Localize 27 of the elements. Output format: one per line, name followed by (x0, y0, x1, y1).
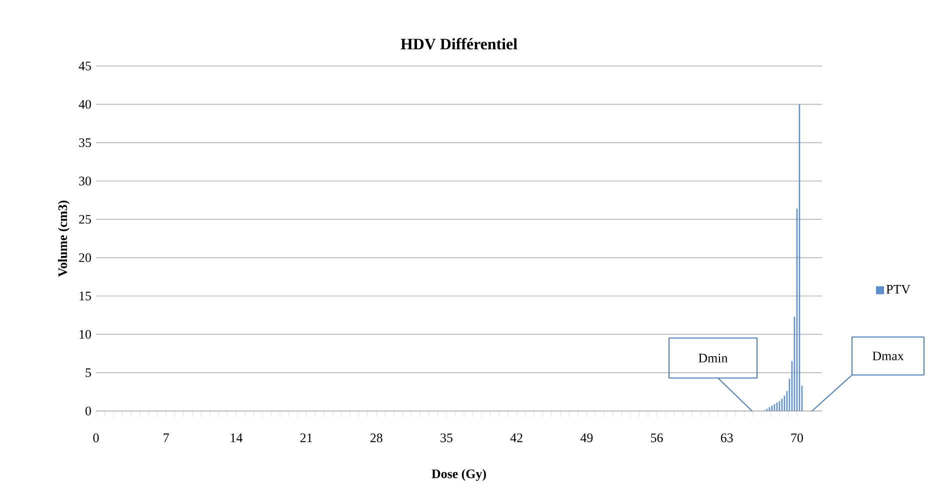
x-tick-label: 49 (580, 434, 593, 442)
annotation: Dmin (698, 354, 728, 362)
y-tick-label: 45 (78, 62, 91, 70)
y-tick-label: 30 (79, 176, 91, 186)
y-axis-title: Volume (cm3) (58, 200, 70, 277)
x-tick-label: 35 (440, 434, 452, 442)
x-tick-label: 56 (651, 434, 663, 442)
chart-title: HDV Différentiel (400, 38, 518, 50)
x-axis-title: Dose (Gy) (432, 469, 486, 481)
x-tick-label: 70 (791, 434, 803, 442)
y-tick-label: 25 (79, 214, 91, 224)
x-tick-label: 21 (300, 434, 312, 442)
x-tick-label: 14 (230, 434, 242, 442)
x-tick-label: 28 (370, 434, 382, 442)
legend-label: PTV (886, 285, 910, 294)
x-tick-label: 0 (93, 434, 99, 442)
y-tick-label: 0 (86, 406, 91, 416)
x-tick-label: 42 (510, 434, 522, 442)
x-tick-label: 63 (720, 434, 733, 442)
y-tick-label: 35 (79, 138, 91, 148)
x-tick-label: 7 (164, 434, 169, 442)
y-tick-label: 15 (80, 292, 91, 300)
text: Dmax (872, 352, 904, 360)
y-tick-label: 10 (80, 330, 91, 339)
y-tick-label: 5 (86, 368, 91, 377)
y-tick-label: 40 (78, 100, 91, 109)
y-tick-label: 20 (79, 253, 91, 262)
